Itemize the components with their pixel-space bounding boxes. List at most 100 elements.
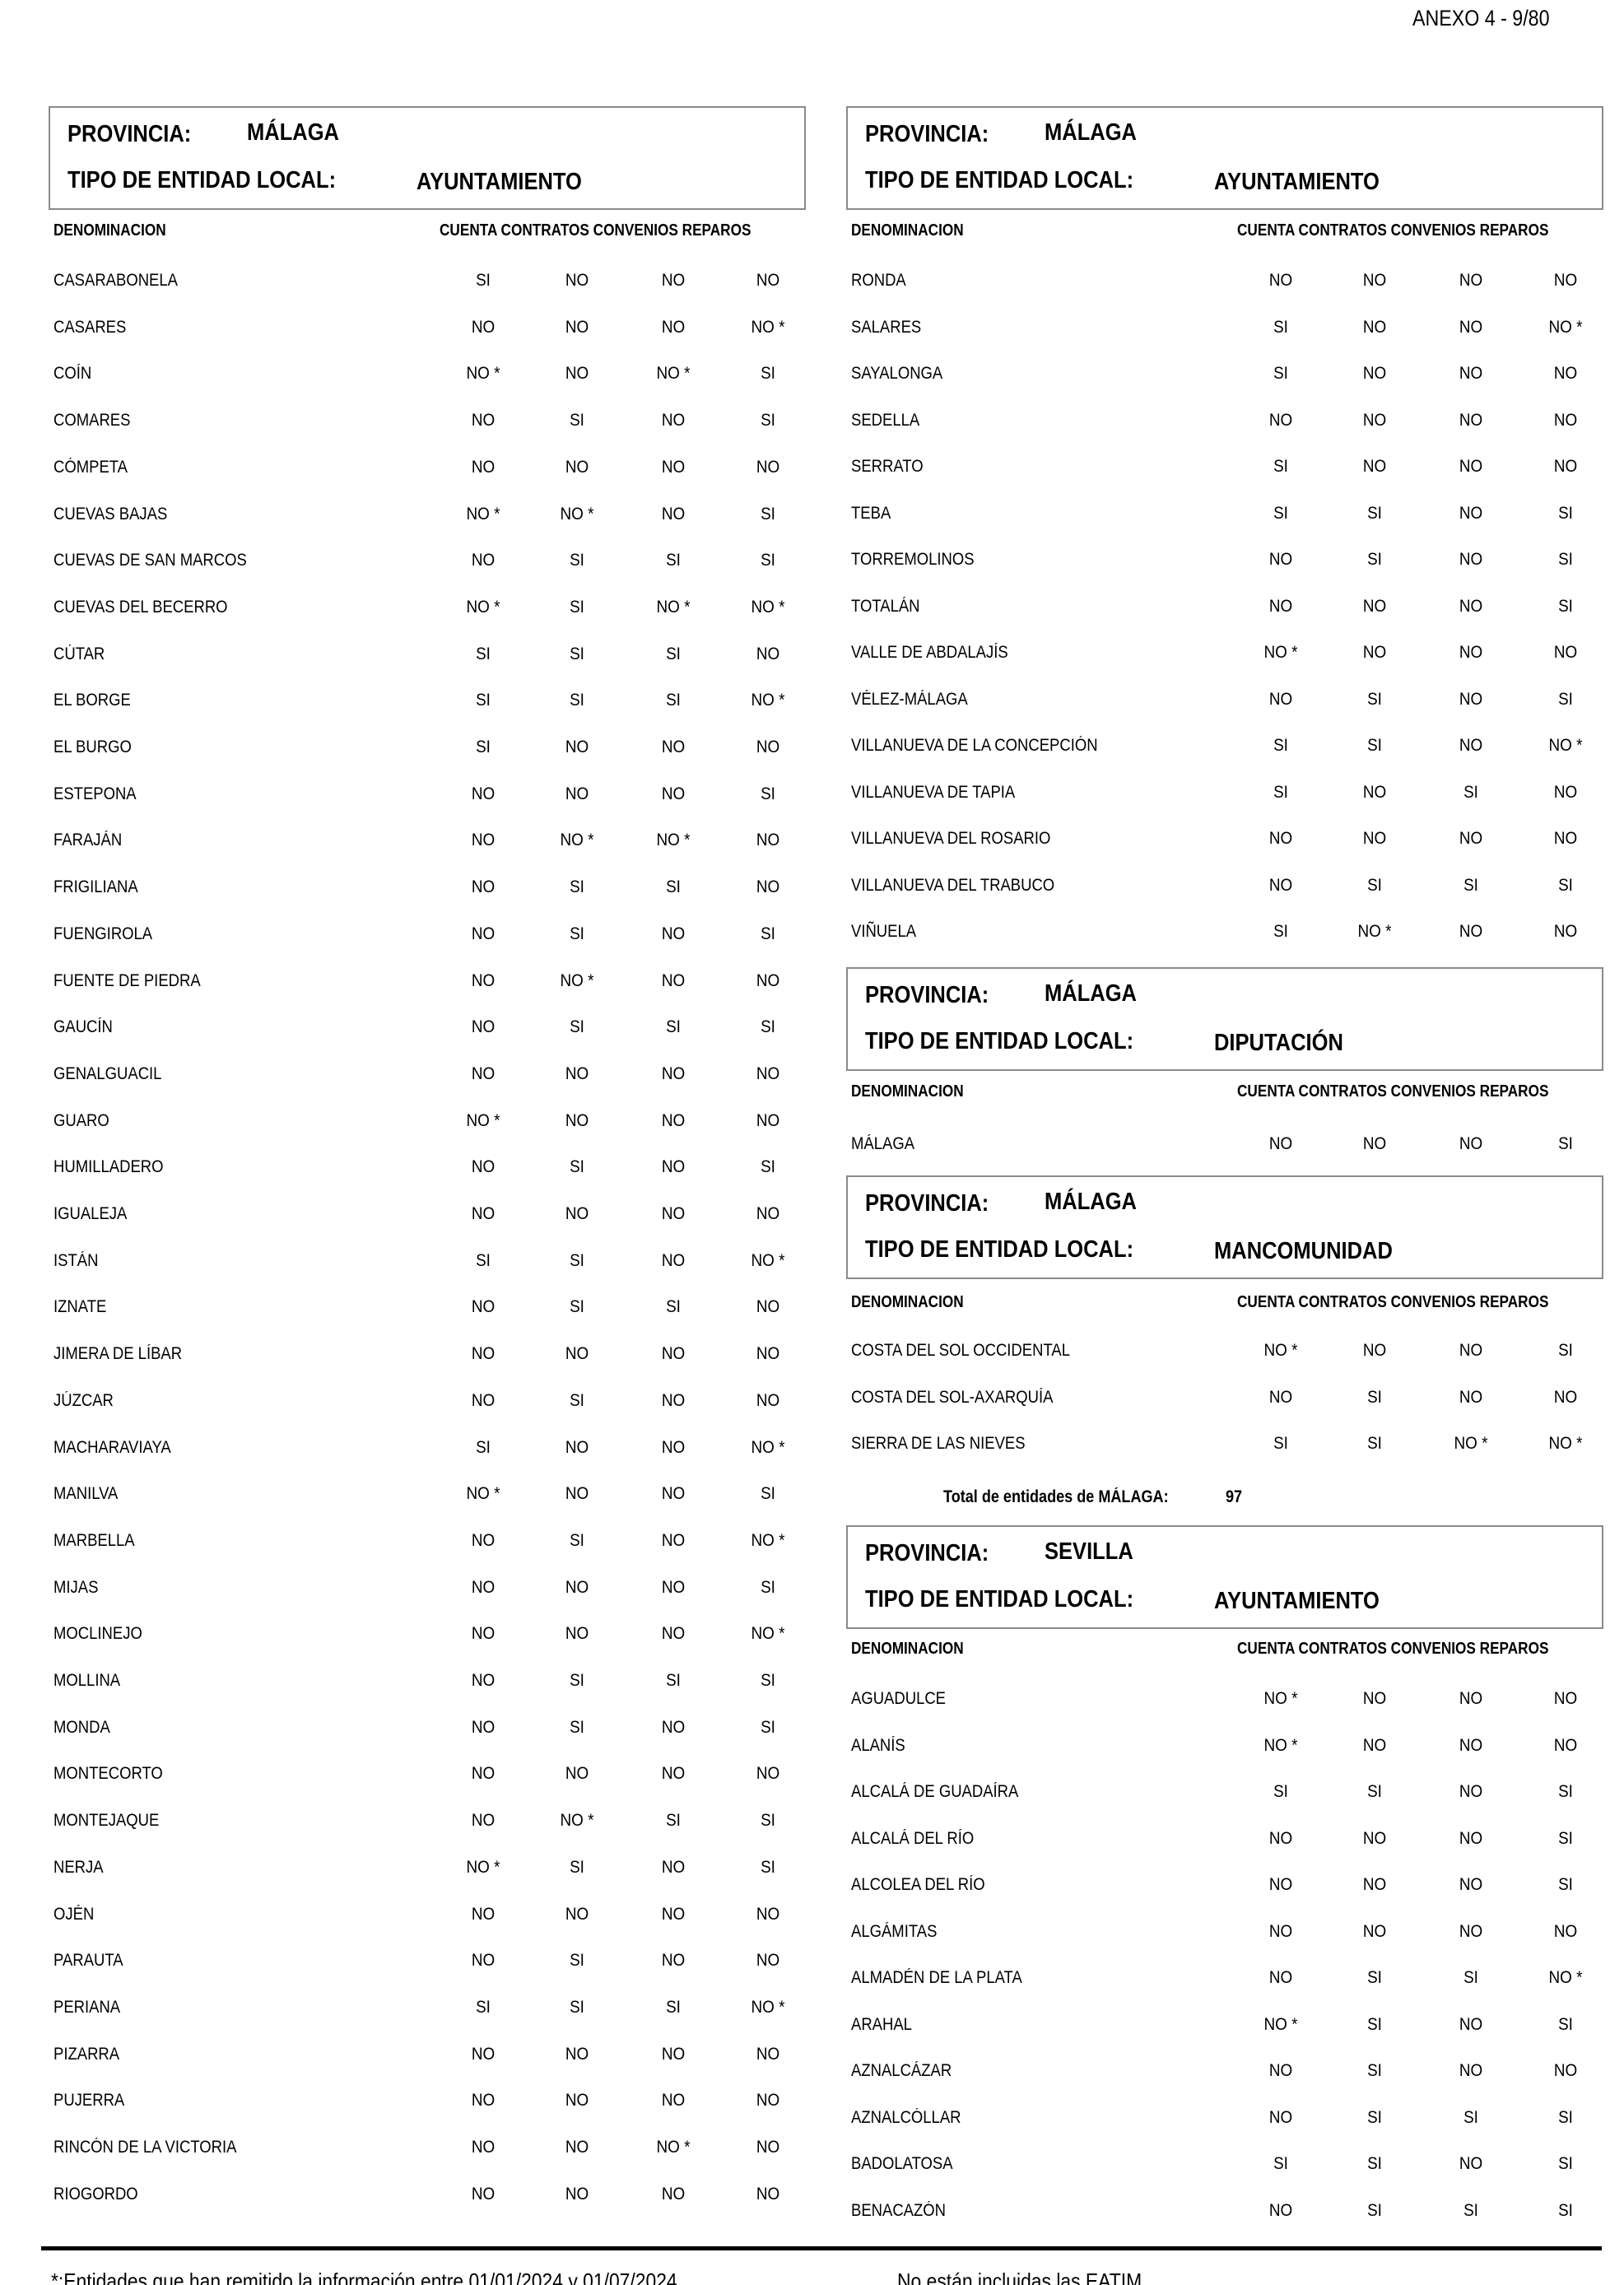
entity-name: BADOLATOSA <box>851 2154 953 2173</box>
entity-name: VILLANUEVA DE TAPIA <box>851 783 1016 802</box>
cell-reparos: NO <box>756 645 780 663</box>
cell-convenios: NO * <box>656 831 691 849</box>
cell-reparos: SI <box>1558 1829 1573 1848</box>
cell-reparos: SI <box>1558 2154 1573 2173</box>
cell-contratos: SI <box>570 924 584 943</box>
cell-reparos: NO <box>756 2185 780 2204</box>
cell-contratos: SI <box>570 1017 584 1036</box>
cell-reparos: NO <box>756 738 780 756</box>
cell-contratos: NO <box>1362 318 1387 337</box>
tipo-entidad-label: TIPO DE ENTIDAD LOCAL: <box>865 167 1134 193</box>
cell-convenios: NO <box>661 971 686 990</box>
cell-reparos: SI <box>761 1671 775 1690</box>
cell-convenios: NO <box>1459 2061 1483 2080</box>
cell-convenios: NO <box>661 1157 686 1176</box>
cell-contratos: NO * <box>560 1811 594 1830</box>
total-value: 97 <box>1226 1487 1243 1506</box>
cell-reparos: SI <box>761 1484 775 1503</box>
cell-cuenta: NO <box>1268 1829 1293 1848</box>
cell-convenios: SI <box>1463 2108 1478 2127</box>
cell-reparos: NO <box>756 2045 780 2064</box>
cell-cuenta: SI <box>1273 1434 1288 1453</box>
cell-reparos: NO <box>756 1905 780 1924</box>
cell-contratos: NO <box>1362 597 1387 616</box>
cell-convenios: NO <box>661 1905 686 1924</box>
cell-convenios: NO <box>661 318 686 337</box>
entity-name: CUEVAS DE SAN MARCOS <box>54 551 247 570</box>
cell-cuenta: NO <box>471 1951 496 1970</box>
cell-convenios: NO <box>661 2045 686 2064</box>
entity-name: ISTÁN <box>54 1251 99 1270</box>
cell-contratos: SI <box>570 1251 584 1270</box>
cell-convenios: NO <box>1459 411 1483 430</box>
entity-name: VALLE DE ABDALAJÍS <box>851 643 1008 662</box>
cell-convenios: NO <box>1459 1134 1483 1153</box>
cell-contratos: SI <box>1367 1388 1382 1407</box>
cell-contratos: NO <box>565 1624 589 1643</box>
cell-convenios: NO <box>1459 1875 1483 1894</box>
tipo-entidad-value: AYUNTAMIENTO <box>1214 1588 1380 1614</box>
cell-cuenta: SI <box>1273 736 1288 755</box>
cell-contratos: SI <box>1367 550 1382 569</box>
cell-contratos: NO <box>565 1111 589 1130</box>
cell-cuenta: NO <box>471 1578 496 1597</box>
cell-cuenta: NO <box>471 924 496 943</box>
cell-contratos: NO <box>565 2045 589 2064</box>
entity-name: EL BORGE <box>54 691 131 710</box>
cell-contratos: NO <box>565 1764 589 1783</box>
tipo-entidad-label: TIPO DE ENTIDAD LOCAL: <box>865 1586 1134 1613</box>
cell-reparos: NO <box>756 2091 780 2110</box>
cell-cuenta: SI <box>1273 504 1288 523</box>
cell-contratos: SI <box>570 1998 584 2017</box>
footer-eatim-note: No están incluidas las EATIM <box>897 2269 1142 2285</box>
cell-contratos: SI <box>570 1671 584 1690</box>
cell-reparos: SI <box>1558 2015 1573 2034</box>
cell-cuenta: NO <box>1268 1875 1293 1894</box>
cell-reparos: SI <box>761 784 775 803</box>
cell-convenios: SI <box>666 1017 681 1036</box>
cell-contratos: NO <box>1362 643 1387 662</box>
cell-contratos: NO <box>565 1064 589 1083</box>
entity-name: MÁLAGA <box>851 1134 915 1153</box>
cell-contratos: NO <box>1362 457 1387 476</box>
cell-contratos: NO <box>565 1438 589 1457</box>
cell-convenios: SI <box>1463 1968 1478 1987</box>
entity-name: VILLANUEVA DEL TRABUCO <box>851 876 1055 895</box>
tipo-entidad-label: TIPO DE ENTIDAD LOCAL: <box>865 1236 1134 1263</box>
cell-contratos: SI <box>1367 1782 1382 1801</box>
entity-name: MARBELLA <box>54 1531 135 1550</box>
column-header-denominacion: DENOMINACION <box>851 221 964 240</box>
cell-contratos: SI <box>570 1858 584 1877</box>
tipo-entidad-label: TIPO DE ENTIDAD LOCAL: <box>67 167 337 193</box>
cell-cuenta: NO <box>1268 2061 1293 2080</box>
provincia-value: MÁLAGA <box>1045 119 1137 146</box>
cell-cuenta: NO <box>1268 1968 1293 1987</box>
cell-cuenta: NO * <box>1263 643 1298 662</box>
entity-name: COMARES <box>54 411 131 430</box>
cell-contratos: NO * <box>1357 922 1392 941</box>
entity-name: SERRATO <box>851 457 924 476</box>
cell-convenios: SI <box>1463 876 1478 895</box>
cell-convenios: SI <box>666 1998 681 2017</box>
entity-name: OJÉN <box>54 1905 95 1924</box>
entity-name: NERJA <box>54 1858 104 1877</box>
cell-reparos: SI <box>1558 1341 1573 1360</box>
cell-reparos: SI <box>1558 690 1573 709</box>
cell-convenios: NO <box>661 458 686 477</box>
cell-contratos: NO <box>1362 783 1387 802</box>
cell-convenios: NO <box>661 1578 686 1597</box>
cell-convenios: NO <box>661 505 686 524</box>
entity-name: TEBA <box>851 504 891 523</box>
cell-reparos: SI <box>761 1858 775 1877</box>
cell-convenios: NO <box>1459 829 1483 848</box>
cell-cuenta: NO <box>471 411 496 430</box>
cell-contratos: SI <box>1367 1968 1382 1987</box>
entity-name: PARAUTA <box>54 1951 123 1970</box>
tipo-entidad-value: AYUNTAMIENTO <box>416 169 582 195</box>
cell-cuenta: NO <box>471 1297 496 1316</box>
entity-name: ALANÍS <box>851 1736 905 1755</box>
cell-convenios: NO <box>1459 922 1483 941</box>
column-header-denominacion: DENOMINACION <box>851 1293 964 1311</box>
cell-contratos: SI <box>1367 504 1382 523</box>
cell-contratos: NO <box>1362 1922 1387 1941</box>
